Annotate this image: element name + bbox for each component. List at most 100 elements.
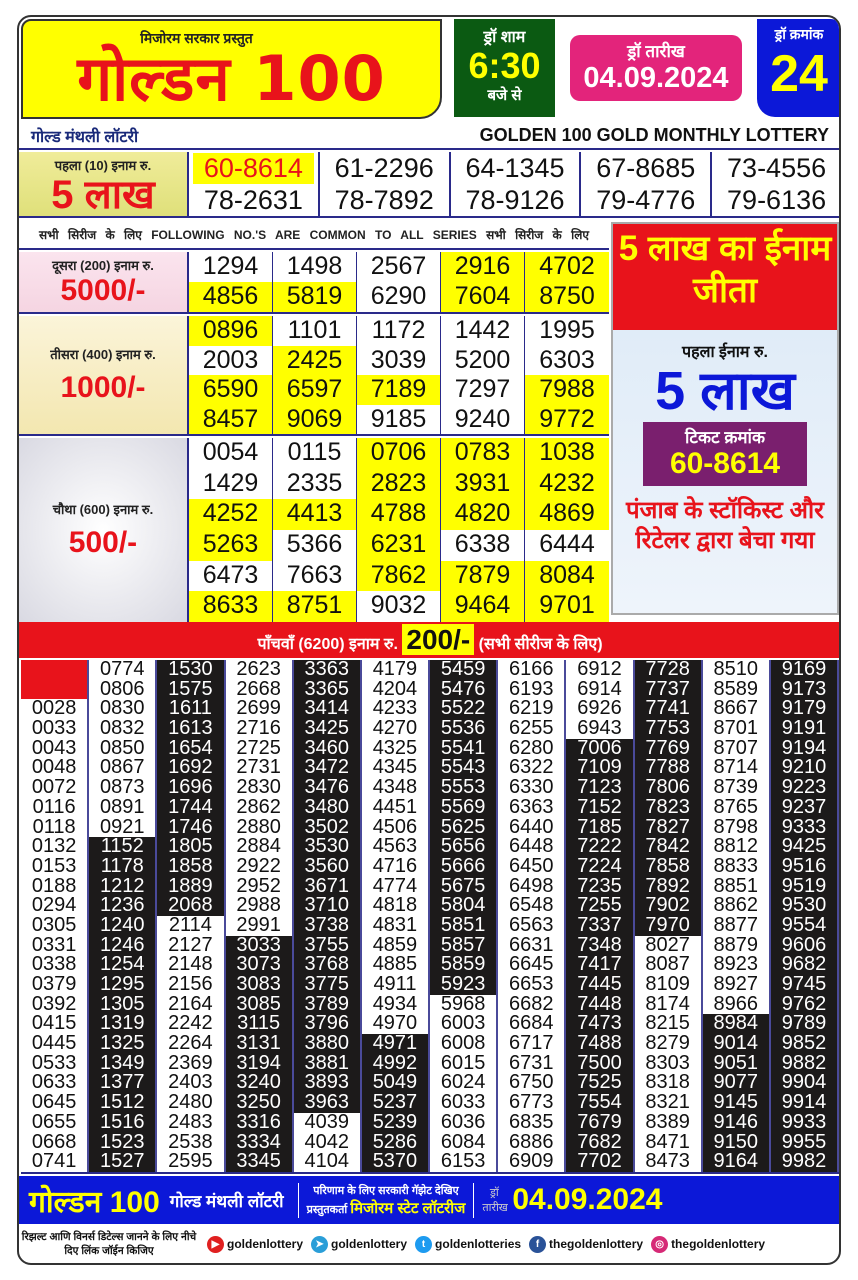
prize-number: 7604	[441, 282, 525, 312]
prize-number: 0533	[21, 1053, 88, 1074]
social-link[interactable]: t goldenlotteries	[415, 1235, 521, 1253]
fifth-prize-column: 8510 8589 8667 8701 8707 8714 8739 8765 8798 8812…	[702, 659, 771, 1172]
prize-number: 1377	[89, 1073, 156, 1094]
prize-number: 6914	[566, 679, 633, 700]
first-prize-label: पहला (10) इनाम रु. 5 लाख	[19, 152, 189, 216]
prize-number: 8457	[189, 404, 273, 434]
prize-number: 61-2296	[334, 153, 434, 183]
fifth-prize-column: 9169 9173 9179 9191 9194 9210 9223 9237 9333 9425…	[770, 659, 839, 1172]
first-prize-row: पहला (10) इनाम रु. 5 लाख 60-8614 78-2631 6…	[19, 152, 839, 218]
prize-number: 9933	[770, 1112, 838, 1133]
prize-amount: 200/-	[402, 624, 475, 655]
fifth-prize-column: 0028 0033 0043 0048 0072 0116 0118 0132 0153 0188…	[21, 660, 90, 1172]
first-prize-column: 61-2296 78-7892	[320, 152, 451, 216]
prize-number: 3460	[293, 738, 360, 759]
prize-number: 2403	[157, 1073, 224, 1094]
prize-number: 7255	[566, 895, 633, 916]
prize-number: 67-8685	[596, 153, 696, 183]
prize-number: 4104	[293, 1151, 360, 1172]
presented-by: मिजोरम सरकार प्रस्तुत	[140, 30, 253, 46]
prize-label: पाँचवाँ (6200) इनाम रु.	[257, 636, 398, 653]
prize-number: 0921	[89, 817, 156, 838]
common-series-note: सभी सिरीज के लिए FOLLOWING NO.'S ARE COM…	[19, 220, 609, 250]
prize-number: 9014	[702, 1033, 769, 1054]
prize-number: 78-9126	[465, 185, 565, 215]
prize-number: 7788	[634, 758, 701, 779]
gazette-note: परिणाम के लिए सरकारी गॅझेट देखिए	[313, 1184, 459, 1197]
prize-number: 8862	[702, 895, 769, 916]
footer-name: गोल्ड मंथली लॉटरी	[169, 1191, 284, 1211]
prize-number: 8633	[189, 591, 273, 622]
prize-number: 4042	[293, 1132, 360, 1153]
prize-number: 3755	[293, 935, 360, 956]
prize-number: 4788	[357, 499, 441, 530]
draw-number: 24	[770, 45, 828, 103]
prize-number: 9464	[441, 591, 525, 622]
prize-number: 3738	[293, 915, 360, 936]
fifth-prize-column: 1530 1575 1611 1613 1654 1692 1696 1744 1746 1805…	[157, 659, 226, 1172]
prize-number: 3250	[225, 1092, 292, 1113]
prize-label: चौथा (600) इनाम रु.	[52, 502, 154, 517]
prize-number: 1295	[89, 974, 156, 995]
prize-number: 8589	[702, 679, 769, 700]
prize-number: 5459	[430, 659, 497, 680]
prize-number: 6653	[498, 974, 565, 995]
prize-number: 5819	[273, 282, 357, 312]
prize-number: 6231	[357, 529, 441, 561]
prize-number: 2823	[357, 468, 441, 500]
prize-number: 7224	[566, 856, 633, 877]
social-link[interactable]: f thegoldenlottery	[529, 1235, 643, 1253]
prize-number: 8879	[702, 935, 769, 956]
prize-number: 4039	[293, 1112, 360, 1133]
prize-number: 6338	[441, 529, 525, 561]
prize-number: 7525	[566, 1073, 633, 1094]
prize-number: 6731	[498, 1053, 565, 1074]
social-link[interactable]: ▶ goldenlottery	[207, 1235, 303, 1253]
prize-number: 3796	[293, 1014, 360, 1035]
prize-number: 7902	[634, 895, 701, 916]
prize-number: 0891	[89, 797, 156, 818]
prize-number: 6597	[273, 375, 357, 405]
prize-number: 8087	[634, 954, 701, 975]
prize-number: 5370	[361, 1151, 429, 1172]
facebook-icon: f	[529, 1235, 547, 1253]
prize-number: 3480	[293, 797, 360, 818]
prize-number: 4232	[525, 468, 609, 500]
prize-number: 2716	[225, 718, 292, 739]
prize-number: 3931	[441, 468, 525, 500]
prize-number: 4992	[361, 1053, 429, 1074]
prize-number: 2884	[225, 836, 292, 857]
prize-number: 6219	[498, 699, 565, 720]
prize-label: दूसरा (200) इनाम रु.	[52, 258, 154, 273]
prize-number: 3131	[225, 1033, 292, 1054]
prize-number: 4451	[361, 797, 429, 818]
prize-number: 0774	[89, 659, 156, 680]
prize-number: 2699	[225, 699, 292, 720]
prize-number: 5522	[430, 699, 497, 720]
draw-time-suffix: बजे से	[487, 87, 522, 104]
prize-number: 0116	[21, 797, 88, 818]
presenter: मिजोरम स्टेट लॉटरीज	[350, 1199, 466, 1217]
prize-number: 3710	[293, 895, 360, 916]
prize-number: 3472	[293, 758, 360, 779]
prize-number: 5675	[430, 876, 497, 897]
fifth-prize-column: 4179 4204 4233 4270 4325 4345 4348 4451 4506 4563…	[361, 659, 431, 1172]
prize-number: 0832	[89, 718, 156, 739]
prize-number: 2916	[441, 252, 525, 282]
prize-number: 9772	[525, 404, 609, 434]
prize-number: 2114	[157, 915, 224, 936]
prize-number: 7753	[634, 718, 701, 739]
prize-amount: 500/-	[68, 526, 138, 559]
sold-by-note: पंजाब के स्टॉकिस्ट और रिटेलर द्वारा बेचा…	[626, 497, 824, 554]
prize-number: 1889	[157, 876, 224, 897]
social-link[interactable]: ➤ goldenlottery	[311, 1235, 407, 1253]
prize-number: 0633	[21, 1073, 88, 1094]
prize-number: 8389	[634, 1112, 701, 1133]
prize-number: 4348	[361, 777, 429, 798]
prize-number: 9882	[770, 1053, 838, 1074]
prize-number: 0043	[21, 738, 88, 759]
prize-number: 6548	[498, 895, 565, 916]
social-link[interactable]: ◎ thegoldenlottery	[651, 1235, 765, 1253]
prize-number: 4716	[361, 856, 429, 877]
fifth-prize-column: 0774 0806 0830 0832 0850 0867 0873 0891 0921 1152…	[89, 659, 158, 1172]
